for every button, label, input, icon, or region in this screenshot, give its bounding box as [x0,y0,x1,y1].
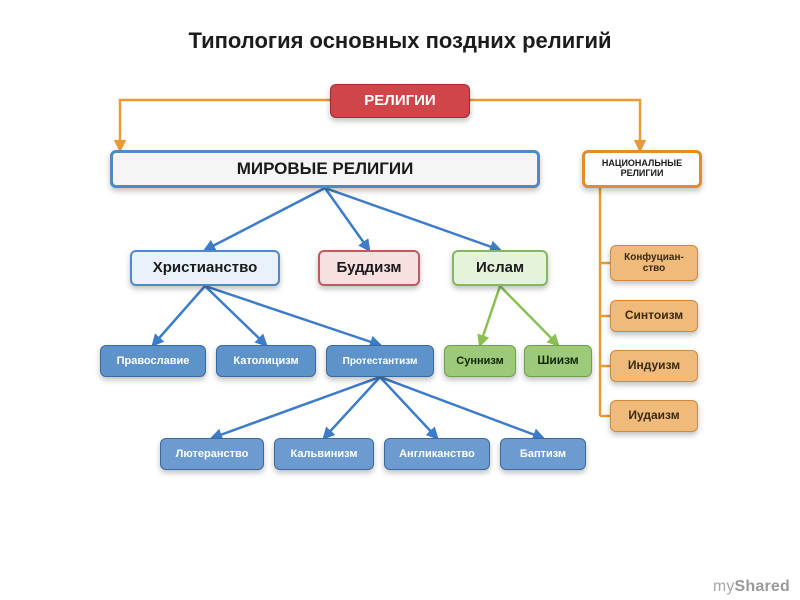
node-luther: Лютеранство [160,438,264,470]
edge-5 [153,286,205,345]
node-christ: Христианство [130,250,280,286]
node-confuc: Конфуциан- ство [610,245,698,281]
node-national: НАЦИОНАЛЬНЫЕ РЕЛИГИИ [582,150,702,188]
edge-8 [480,286,500,345]
edge-4 [325,188,500,250]
title-text: Типология основных поздних религий [188,28,611,53]
edge-14 [600,188,610,416]
node-buddhism: Буддизм [318,250,420,286]
edge-9 [500,286,558,345]
node-shia: Шиизм [524,345,592,377]
node-root: РЕЛИГИИ [330,84,470,118]
node-orthodox: Православие [100,345,206,377]
node-protest: Протестантизм [326,345,434,377]
edge-13 [380,377,543,438]
edge-2 [205,188,325,250]
node-judaism: Иудаизм [610,400,698,432]
edge-12 [380,377,437,438]
node-islam: Ислам [452,250,548,286]
edge-1 [460,100,640,150]
node-anglican: Англиканство [384,438,490,470]
edge-0 [120,100,340,150]
edge-6 [205,286,266,345]
edge-11 [324,377,380,438]
edge-10 [212,377,380,438]
node-hindu: Индуизм [610,350,698,382]
node-sunni: Суннизм [444,345,516,377]
node-catholic: Католицизм [216,345,316,377]
watermark-thin: my [713,578,735,595]
watermark: myShared [713,578,790,596]
node-shinto: Синтоизм [610,300,698,332]
edge-3 [325,188,369,250]
watermark-bold: Shared [735,578,790,595]
diagram-title: Типология основных поздних религий [0,28,800,54]
node-calvin: Кальвинизм [274,438,374,470]
node-baptism: Баптизм [500,438,586,470]
node-world: МИРОВЫЕ РЕЛИГИИ [110,150,540,188]
edge-7 [205,286,380,345]
